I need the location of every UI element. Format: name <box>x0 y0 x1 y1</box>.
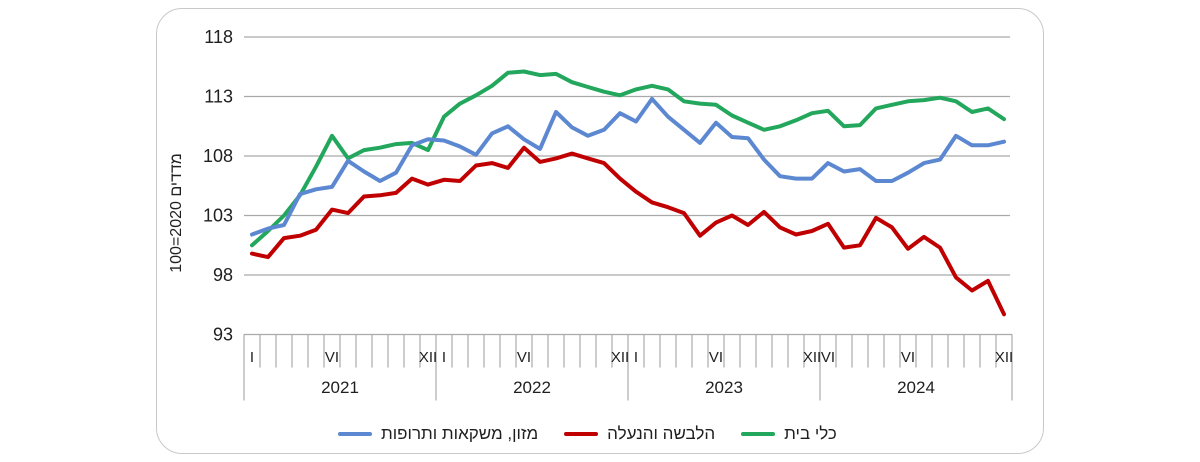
year-label: 2021 <box>321 378 359 397</box>
month-label: XII <box>995 349 1013 366</box>
month-label: XII <box>803 349 821 366</box>
legend-label: מזון, משקאות ותרופות <box>381 424 539 443</box>
y-tick-label: 113 <box>204 87 233 107</box>
legend-label: הלבשה והנעלה <box>607 424 716 443</box>
year-label: 2022 <box>513 378 551 397</box>
legend-item: מזון, משקאות ותרופות <box>338 424 538 444</box>
year-label: 2024 <box>897 378 935 397</box>
legend-item: כלי בית <box>741 424 837 444</box>
series-line <box>250 145 1006 317</box>
month-label: XII <box>419 349 437 366</box>
y-tick-label: 108 <box>203 146 233 166</box>
series-line <box>250 96 1006 237</box>
legend: מזון, משקאות ותרופות הלבשה והנעלה כלי בית <box>338 424 837 444</box>
y-axis-title: מדדים 2020=100 <box>168 153 185 273</box>
year-label: 2023 <box>705 378 743 397</box>
month-label: VI <box>325 349 339 366</box>
month-label: I <box>634 349 638 366</box>
month-label: VI <box>709 349 723 366</box>
y-tick-label: 98 <box>213 265 233 285</box>
month-label: XII <box>611 349 629 366</box>
month-label: VI <box>821 349 835 366</box>
legend-line-swatch-icon <box>564 432 599 436</box>
series-line <box>250 69 1006 248</box>
y-tick-label: 118 <box>204 27 233 47</box>
y-tick-label: 93 <box>213 325 233 345</box>
month-label: VI <box>517 349 531 366</box>
month-label: VI <box>901 349 915 366</box>
legend-line-swatch-icon <box>741 432 776 436</box>
month-label: I <box>442 349 446 366</box>
y-tick-label: 103 <box>203 206 233 226</box>
legend-item: הלבשה והנעלה <box>564 424 715 444</box>
legend-line-swatch-icon <box>338 432 372 436</box>
month-label: I <box>250 349 254 366</box>
legend-label: כלי בית <box>784 424 837 443</box>
